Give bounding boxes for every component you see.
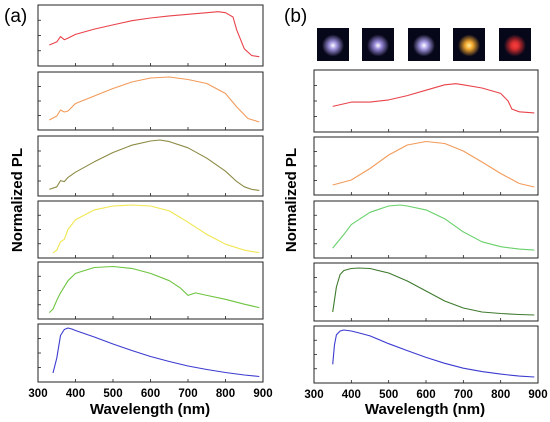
panel-b-label: (b): [284, 6, 307, 27]
pl-spectrum-line: [49, 139, 260, 191]
emission-spot: [322, 34, 344, 57]
pl-spectrum-line: [332, 140, 535, 188]
x-tick-label: 300: [304, 389, 323, 401]
x-tick-label: 800: [491, 389, 510, 401]
emission-image-insets: [317, 28, 531, 61]
x-tick-label: 600: [416, 389, 435, 401]
pl-spectrum-line: [49, 76, 260, 123]
x-tick-label: 900: [528, 389, 547, 401]
pl-spectrum-line: [332, 83, 535, 114]
pl-spectrum-line: [332, 204, 535, 251]
emission-spot: [413, 34, 435, 57]
subplot-frame: [313, 262, 539, 322]
panel-b-y-axis-title: Normalized PL: [283, 148, 300, 252]
subplot-frame: [313, 69, 539, 133]
panel-a: (a) Normalized PL Wavelength (nm) 300 400…: [4, 4, 273, 418]
pl-spectrum-line: [52, 327, 260, 378]
panel-a-x-axis-title: Wavelength (nm): [90, 401, 210, 418]
x-tick-label: 300: [28, 388, 47, 400]
subplot-frame: [313, 136, 539, 196]
pl-spectrum-line: [52, 204, 260, 254]
pl-spectrum-line: [49, 11, 260, 58]
pl-spectrum-line: [48, 265, 260, 313]
emission-spot: [504, 34, 526, 57]
x-tick-label: 400: [342, 389, 361, 401]
pl-spectrum-line: [332, 329, 535, 378]
x-tick-label: 400: [66, 388, 85, 400]
x-tick-label: 800: [216, 388, 235, 400]
emission-spot: [458, 34, 480, 57]
pl-spectrum-line: [332, 267, 535, 316]
panel-b: (b) Normalized PL Wavelength (nm) 300 400…: [283, 6, 548, 418]
panel-b-x-axis-title: Wavelength (nm): [365, 401, 485, 418]
subplot-frame: [37, 71, 264, 131]
subplot-frame: [37, 4, 264, 67]
x-tick-label: 500: [379, 389, 398, 401]
x-tick-label: 700: [454, 389, 473, 401]
x-tick-label: 900: [253, 388, 272, 400]
subplot-frame: [37, 135, 264, 197]
subplot-frame: [37, 200, 264, 259]
x-tick-label: 500: [103, 388, 122, 400]
panel-a-label: (a): [4, 6, 27, 27]
x-tick-label: 700: [178, 388, 197, 400]
emission-spot: [367, 34, 389, 57]
panel-a-y-axis-title: Normalized PL: [9, 148, 26, 252]
x-tick-label: 600: [141, 388, 160, 400]
subplot-frame: [37, 261, 264, 320]
